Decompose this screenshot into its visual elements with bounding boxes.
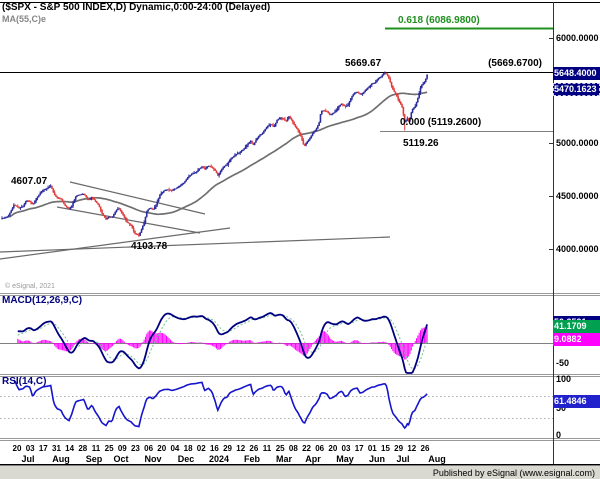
axis-label: 100: [556, 374, 572, 384]
axis-label: 6000.0000: [556, 33, 599, 43]
month-label: Apr: [305, 454, 321, 464]
axis-label: 4500.0000: [556, 191, 599, 201]
date-tick-label: 25: [104, 444, 114, 453]
date-tick-label: 29: [394, 444, 404, 453]
date-tick-label: 22: [302, 444, 311, 453]
esignal-watermark: © eSignal, 2021: [5, 283, 55, 290]
date-tick-label: 06: [144, 444, 154, 453]
fib-0-price-label: 5119.26: [403, 138, 439, 149]
value-badge: 9.0882: [553, 333, 600, 346]
date-tick-label: 08: [288, 444, 298, 453]
low-2023-label: 4103.78: [131, 241, 168, 252]
date-tick-label: 14: [65, 444, 75, 453]
date-tick-label: 25: [275, 444, 285, 453]
date-tick-label: 06: [315, 444, 325, 453]
month-label: Dec: [177, 454, 195, 464]
date-tick-label: 12: [236, 444, 246, 453]
date-tick-label: 03: [25, 444, 35, 453]
month-label: Jun: [368, 454, 386, 464]
month-label: Sep: [85, 454, 103, 464]
month-label: Jul: [21, 454, 35, 464]
date-tick-label: 20: [328, 444, 338, 453]
month-label: 2024: [208, 454, 230, 464]
date-tick-label: 15: [381, 444, 390, 453]
date-tick-label: 09: [117, 444, 127, 453]
rsi-study-label[interactable]: RSI(14,C): [2, 376, 47, 387]
date-tick-label: 11: [262, 444, 272, 453]
date-tick-label: 18: [183, 444, 193, 453]
fib-618-label: 0.618 (6086.9800): [398, 15, 480, 26]
date-tick-label: 17: [38, 444, 48, 453]
month-label: Oct: [113, 454, 129, 464]
date-tick-label: 26: [249, 444, 259, 453]
ma-study-label[interactable]: MA(55,C)e: [2, 14, 47, 24]
month-label: Aug: [52, 454, 70, 464]
resistance-label: 5669.67: [345, 58, 382, 69]
date-tick-label: 11: [91, 444, 101, 453]
date-tick-label: 23: [130, 444, 140, 453]
date-tick-label: 12: [407, 444, 417, 453]
month-label: Mar: [275, 454, 293, 464]
published-by-text: Published by eSignal (www.esignal.com): [432, 468, 595, 478]
axis-label: 5000.0000: [556, 138, 599, 148]
value-badge: 5648.4000: [553, 67, 600, 80]
chart-title: ($SPX - S&P 500 INDEX,D) Dynamic,0:00-24…: [2, 2, 271, 13]
month-label: May: [336, 454, 354, 464]
axis-label: 0: [556, 430, 562, 440]
date-tick-label: 29: [223, 444, 232, 453]
fib-0-label: 0.000 (5119.2600): [400, 117, 482, 128]
date-tick-label: 26: [420, 444, 430, 453]
peak-2023-label: 4607.07: [11, 176, 48, 187]
date-tick-label: 03: [341, 444, 351, 453]
value-badge: 61.4846: [553, 395, 600, 408]
date-tick-label: 31: [52, 444, 61, 453]
date-tick-label: 02: [196, 444, 206, 453]
date-tick-label: 28: [78, 444, 88, 453]
macd-study-label[interactable]: MACD(12,26,9,C): [2, 295, 83, 306]
footer-bar: Published by eSignal (www.esignal.com): [0, 465, 600, 479]
value-badge: 5470.1623: [553, 83, 600, 96]
month-label: Nov: [144, 454, 162, 464]
axis-label: 4000.0000: [556, 244, 599, 254]
month-label: Jul: [396, 454, 410, 464]
resistance-label-right: (5669.6700): [488, 58, 542, 69]
axis-label: -50: [556, 358, 570, 368]
date-tick-label: 16: [209, 444, 219, 453]
axis-label: 50: [556, 403, 567, 413]
date-tick-label: 20: [12, 444, 22, 453]
value-badge: 41.1709: [553, 320, 600, 333]
date-tick-label: 17: [354, 444, 364, 453]
month-label: Feb: [243, 454, 261, 464]
month-label: Aug: [428, 454, 446, 464]
date-tick-label: 20: [157, 444, 167, 453]
date-tick-label: 04: [170, 444, 180, 453]
date-tick-label: 01: [367, 444, 377, 453]
